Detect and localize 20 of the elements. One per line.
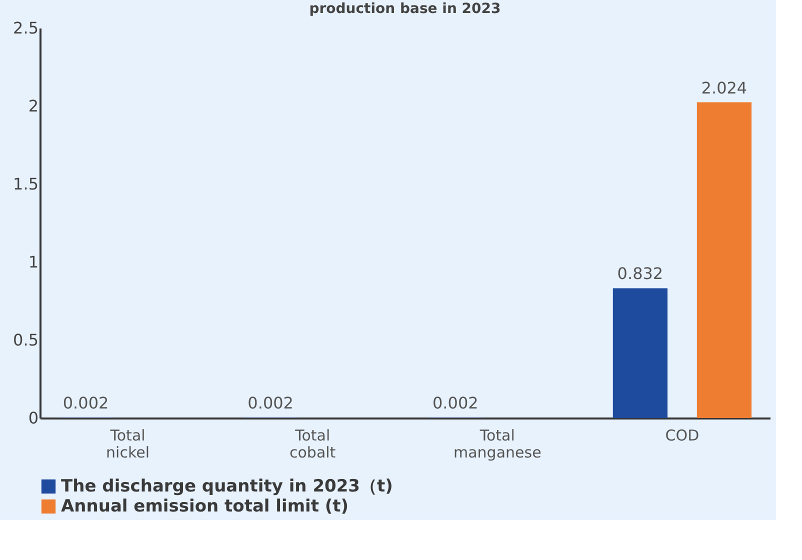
data-label: 0.002	[432, 394, 478, 413]
y-tick-label: 1	[28, 252, 38, 272]
bar	[696, 102, 752, 418]
x-tick-label: Total manganese	[454, 426, 542, 462]
data-label: 0.002	[248, 394, 294, 413]
y-tick-label: 0	[28, 408, 38, 428]
data-label: 0.002	[62, 394, 109, 413]
y-tick-label: 2.5	[13, 18, 38, 38]
y-tick-label: 0.5	[13, 330, 38, 350]
data-label: 0.832	[617, 264, 664, 284]
data-label: 2.024	[701, 78, 748, 98]
x-tick-label: Total nickel	[106, 426, 150, 462]
bar	[612, 288, 668, 418]
x-tick-label: Total cobalt	[290, 426, 336, 462]
legend-label: The discharge quantity in 2023（t)	[61, 476, 393, 496]
x-tick-label: COD	[665, 426, 700, 444]
y-tick-label: 2	[28, 96, 38, 116]
chart-title: production base in 2023	[309, 1, 501, 17]
y-tick-label: 1.5	[13, 174, 38, 194]
legend-label: Annual emission total limit (t)	[61, 496, 349, 516]
